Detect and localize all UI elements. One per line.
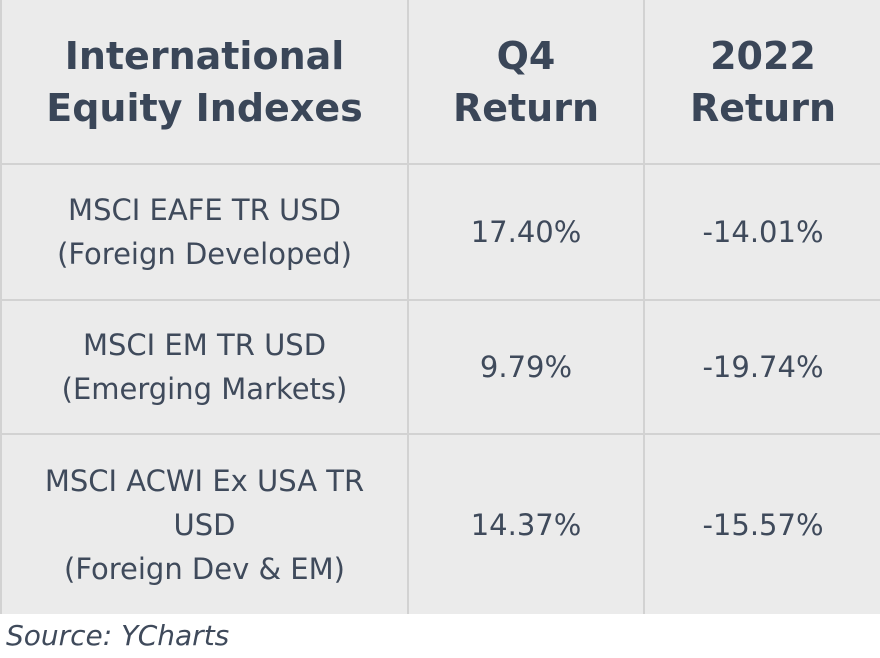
index-name-line: MSCI EM TR USD [82,328,327,362]
table-row: MSCI ACWI Ex USA TR USD (Foreign Dev & E… [0,434,880,614]
index-name-line: USD [173,507,236,542]
index-name-line: MSCI ACWI Ex USA TR [44,463,365,498]
index-name-line: (Foreign Developed) [57,237,352,271]
q4-return-cell: 17.40% [408,164,645,301]
returns-table-container: International Equity Indexes Q4 Return 2… [0,0,880,614]
table-header-row: International Equity Indexes Q4 Return 2… [0,0,880,165]
table-row: MSCI EAFE TR USD (Foreign Developed) 17.… [0,164,880,301]
header-2022-return-line-1: 2022 [710,33,816,78]
index-name-line: MSCI EAFE TR USD [68,193,341,227]
index-name-line: (Emerging Markets) [61,372,348,406]
year-return-cell: -15.57% [702,507,824,542]
year-return-cell: -14.01% [644,164,880,301]
source-note: Source: YCharts [6,619,230,652]
header-q4-return-line-2: Return [452,85,600,130]
table-row: MSCI EM TR USD (Emerging Markets) 9.79% … [0,300,880,435]
q4-return-cell: 9.79% [408,300,645,435]
header-2022-return-line-2: Return [689,85,837,130]
header-q4-return-line-1: Q4 [496,33,556,78]
index-name-cell: MSCI EM TR USD (Emerging Markets) [0,300,409,435]
index-name-line: (Foreign Dev & EM) [64,551,345,586]
header-2022-return: 2022 Return [644,0,880,165]
q4-return-cell: 14.37% [408,434,645,614]
index-name-cell: MSCI EAFE TR USD (Foreign Developed) [0,164,409,301]
international-equity-returns-table: International Equity Indexes Q4 Return 2… [0,0,880,614]
index-name-cell: MSCI ACWI Ex USA TR USD (Foreign Dev & E… [0,434,409,614]
header-index-name: International Equity Indexes [0,0,409,165]
header-index-name-line-2: Equity Indexes [46,85,363,130]
year-return-cell: -19.74% [644,300,880,435]
header-q4-return: Q4 Return [408,0,645,165]
header-index-name-line-1: International [64,33,345,78]
